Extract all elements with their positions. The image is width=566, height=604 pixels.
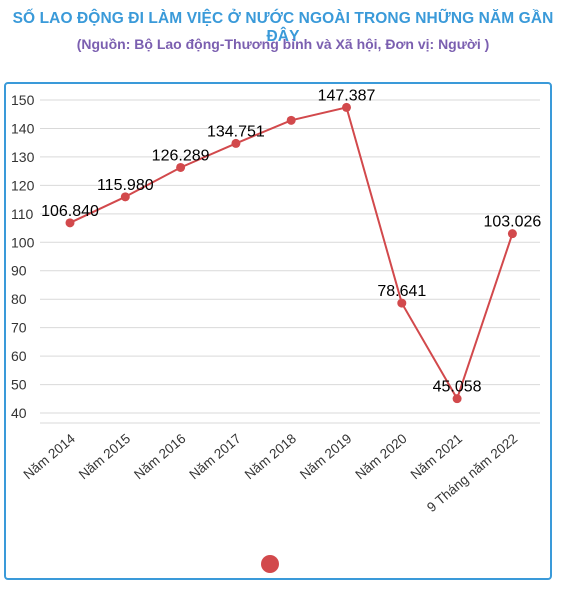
data-label: 78.641 <box>377 283 426 300</box>
y-axis-ticks: 40 50 60 70 80 90 100 110 120 130 140 150 <box>11 92 35 421</box>
chart-title: SỐ LAO ĐỘNG ĐI LÀM VIỆC Ở NƯỚC NGOÀI TRO… <box>12 10 554 45</box>
data-point <box>65 218 75 228</box>
data-point <box>176 162 186 172</box>
y-tick-label: 130 <box>11 149 35 165</box>
y-tick-label: 90 <box>11 263 27 279</box>
data-point <box>342 102 351 112</box>
y-tick-label: 110 <box>11 206 34 222</box>
data-label: 126.289 <box>152 147 210 164</box>
grid-lines <box>40 99 540 424</box>
data-points <box>65 102 517 404</box>
legend-marker <box>261 555 279 573</box>
x-tick-label: Năm 2016 <box>131 431 188 483</box>
data-label: 103.026 <box>483 214 541 231</box>
y-tick-label: 60 <box>11 348 27 364</box>
x-tick-label: Năm 2017 <box>186 431 243 483</box>
chart-subtitle: (Nguồn: Bộ Lao động-Thương binh và Xã hộ… <box>76 36 490 52</box>
data-label: 147.387 <box>318 87 376 104</box>
data-point <box>120 192 130 202</box>
data-label: 45.058 <box>433 379 482 396</box>
x-tick-label: Năm 2018 <box>242 431 299 483</box>
x-tick-label: Năm 2015 <box>76 431 133 483</box>
y-tick-label: 140 <box>11 120 35 136</box>
y-tick-label: 120 <box>11 177 35 193</box>
x-tick-label: Năm 2021 <box>408 431 465 483</box>
y-tick-label: 50 <box>11 377 27 393</box>
y-tick-label: 80 <box>11 291 27 307</box>
y-tick-label: 70 <box>11 320 27 336</box>
data-label: 115.980 <box>97 177 154 194</box>
x-tick-label: Năm 2014 <box>21 430 79 482</box>
data-label: 106.840 <box>41 203 99 220</box>
x-tick-label: Năm 2020 <box>352 431 409 483</box>
y-tick-label: 100 <box>11 234 35 250</box>
data-point <box>397 298 407 308</box>
x-tick-label: 9 Tháng năm 2022 <box>424 431 520 515</box>
x-tick-label: Năm 2019 <box>297 431 354 483</box>
y-tick-label: 40 <box>11 405 27 421</box>
series-line <box>69 106 514 402</box>
y-tick-label: 150 <box>11 92 35 108</box>
data-point <box>507 229 517 239</box>
data-point <box>286 115 296 125</box>
data-label: 134.751 <box>207 123 265 140</box>
chart-frame <box>4 82 552 580</box>
data-point <box>231 138 241 148</box>
data-labels: 106.840 115.980 126.289 134.751 147.387 78.64… <box>41 87 541 395</box>
data-point <box>452 394 462 404</box>
